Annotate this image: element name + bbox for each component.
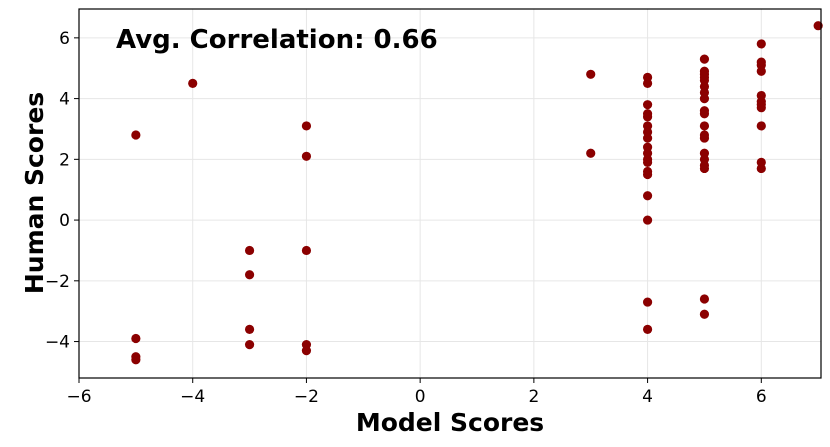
x-tick-label: 4 (642, 387, 653, 407)
scatter-point (244, 324, 255, 335)
scatter-point (642, 215, 653, 225)
x-tick-label: −2 (294, 387, 319, 407)
grid (78, 9, 821, 378)
scatter-point (188, 78, 198, 89)
x-tick-label: 2 (528, 387, 539, 407)
y-tick-label: 4 (59, 90, 70, 110)
x-tick-label: 6 (756, 387, 767, 407)
plot-frame (78, 8, 822, 379)
scatter-point (244, 245, 255, 256)
scatter-point (131, 333, 141, 344)
scatter-point (642, 157, 653, 167)
x-axis-label: Model Scores (356, 408, 544, 437)
scatter-point (642, 78, 653, 89)
scatter-point (301, 151, 312, 161)
scatter-point (301, 245, 312, 256)
scatter-point (586, 148, 596, 158)
scatter-point (756, 163, 766, 174)
scatter-point (301, 346, 312, 356)
scatter-point (699, 133, 710, 143)
y-tick-label: 6 (59, 29, 70, 49)
scatter-point (642, 297, 653, 307)
y-axis-label: Human Scores (20, 92, 49, 294)
scatter-point (642, 324, 653, 335)
scatter-point (756, 103, 766, 113)
x-tick-label: −6 (66, 387, 91, 407)
scatter-point (301, 121, 312, 131)
scatter-point (699, 294, 710, 304)
scatter-point (642, 191, 653, 201)
scatter-point (642, 169, 653, 180)
y-tick-label: −4 (45, 333, 70, 353)
scatter-point (699, 93, 710, 104)
scatter-point (642, 112, 653, 122)
scatter-point (642, 100, 653, 110)
x-axis-ticks: −6 −4 −2 0 2 4 6 (66, 378, 767, 407)
scatter-point (244, 339, 255, 350)
scatter-point (244, 270, 255, 280)
scatter-point (586, 69, 596, 79)
data-points (131, 21, 823, 365)
x-tick-label: −4 (180, 387, 205, 407)
scatter-point (699, 109, 710, 119)
scatter-point (642, 133, 653, 143)
scatter-point (699, 54, 710, 64)
y-tick-label: 0 (59, 211, 70, 231)
scatter-point (699, 163, 710, 174)
scatter-point (756, 121, 766, 131)
scatter-point (131, 130, 141, 140)
x-tick-label: 0 (415, 387, 426, 407)
scatter-point (756, 39, 766, 49)
y-tick-label: 2 (59, 150, 70, 170)
scatter-point (131, 355, 141, 365)
y-tick-label: −2 (45, 272, 70, 292)
correlation-annotation: Avg. Correlation: 0.66 (116, 25, 438, 55)
scatter-point (699, 309, 710, 319)
y-axis-ticks: −4 −2 0 2 4 6 (45, 29, 79, 353)
scatter-point (699, 121, 710, 131)
scatter-point (756, 66, 766, 76)
